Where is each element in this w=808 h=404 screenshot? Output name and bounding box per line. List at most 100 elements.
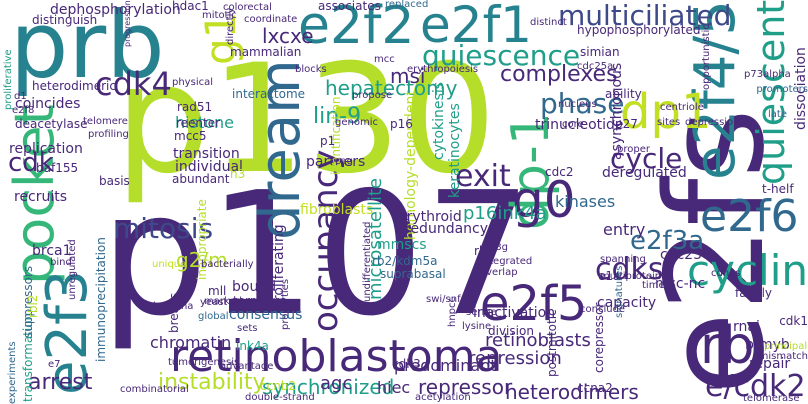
word-e2f8: e2f8 [12, 105, 35, 116]
word-e7: e7 [48, 359, 61, 370]
word-consensus: consensus [229, 307, 303, 323]
word-transition: transition [173, 146, 240, 162]
word-ccnb2: ccnb2 [260, 379, 297, 393]
word-cag: cag [335, 156, 353, 167]
word-conclude: conclude [580, 304, 626, 315]
word-family: family [735, 286, 773, 300]
word-rbf: rbf [474, 244, 491, 258]
word-timely: timely [642, 280, 674, 291]
word-core: core [562, 119, 584, 130]
word-predominant: predominant [394, 356, 497, 375]
word-p73alpha: p73alpha [744, 69, 791, 80]
word-cdc2: cdc2 [545, 165, 574, 179]
word-p27: p27 [615, 117, 638, 131]
word-histone: histone [175, 113, 234, 132]
word-p107: p107 [100, 156, 533, 354]
word-abundant: abundant [172, 172, 230, 186]
word-rbl2: rbl2 [26, 294, 40, 318]
word-p16ink4a: p16ink4a [463, 203, 547, 224]
word-erythropoiesis: erythropoiesis [407, 64, 479, 75]
word-hepatectomy: hepatectomy [325, 76, 458, 100]
word-occupancy: occupancy [306, 149, 346, 332]
word-multiprotein: multiprotein [600, 271, 662, 282]
word-cdk3: cdk3 [392, 357, 421, 371]
word-p1: p1 [320, 134, 336, 148]
word-p130: p130 [115, 33, 497, 207]
word-mitotic: mitotic [202, 10, 237, 21]
word-late: late [768, 109, 787, 120]
word-p16: p16 [390, 117, 413, 131]
word-g2-m: g2/m [176, 248, 228, 272]
word-deregulated: deregulated [602, 165, 687, 181]
word-terminus: terminus [233, 294, 287, 308]
word-blocks: blocks [295, 64, 327, 75]
word-repair: repair [749, 356, 791, 372]
word-mmscs: mmscs [377, 237, 427, 253]
word-unique: unique [152, 259, 187, 270]
word-marked: marked [204, 296, 242, 307]
word-trinucleotide: trinucleotide [535, 117, 624, 133]
word-prb: prb [10, 0, 165, 99]
word-properties: properties [280, 278, 291, 330]
word-coordinate: coordinate [244, 14, 298, 25]
word-cdks: cdks [595, 252, 664, 287]
word-immunoprecipitation: immunoprecipitation [94, 237, 108, 362]
word-kinases: kinases [555, 192, 616, 211]
word-recruits: recruits [14, 189, 68, 205]
word-heterodimeric: heterodimeric [32, 79, 116, 93]
word-rad51: rad51 [177, 100, 213, 114]
word-mismatch: mismatch [758, 351, 808, 362]
word-basis: basis [99, 174, 130, 188]
word-spanning: spanning [600, 254, 646, 265]
word-d1: d1 [14, 91, 27, 102]
word-telomere: telomere [83, 116, 128, 127]
word-cdc25c: cdc25c [660, 247, 710, 263]
word-mcc: mcc [374, 54, 395, 65]
word-physical: physical [172, 77, 213, 88]
word-retinoblasts: retinoblasts [485, 330, 591, 351]
word-t98g: t98g [485, 242, 508, 253]
word-e2f2: e2f2 [298, 0, 415, 56]
word-h3: h3 [230, 167, 246, 181]
word-integrated: integrated [480, 256, 533, 267]
word-colorectal: colorectal [223, 2, 272, 13]
word-lxcxe: lxcxe [262, 24, 314, 48]
word-ink4a: ink4a [236, 339, 269, 353]
word-dephosphorylation: dephosphorylation [50, 2, 181, 18]
word-overlap: overlap [480, 267, 518, 278]
word-advantage: advantage [220, 361, 274, 372]
word-associates: associates [318, 0, 381, 13]
word-distinct: distinct [530, 17, 567, 28]
word-phase: phase [540, 87, 625, 120]
word-serine: serine [466, 307, 497, 318]
word-double-strand: double-strand [245, 392, 315, 403]
word-instability: instability [158, 370, 266, 395]
word-experiments: experiments [7, 341, 18, 404]
word-interactome: interactome [232, 87, 306, 101]
word-repression: repression [468, 348, 562, 369]
word-erythroid: erythroid [398, 209, 462, 225]
word-ccna2: ccna2 [577, 381, 613, 395]
word-rnai: rnai [733, 319, 760, 335]
word-heterodimers: heterodimers [505, 380, 639, 404]
word-replication: replication [9, 141, 83, 157]
word-cdc25a: cdc25a [577, 61, 614, 72]
word-cyclin: cyclin [687, 246, 808, 295]
word-cycle: cycle [610, 142, 683, 175]
word-deacetylase: deacetylase [15, 117, 88, 131]
word-msi: msi [390, 64, 426, 88]
word-hnpcc: hnpcc [447, 296, 458, 327]
word-telomerase: telomerase [743, 393, 800, 404]
word-acetylation: acetylation [415, 392, 471, 403]
word-suprabasal: suprabasal [380, 267, 446, 281]
word-sites: sites [657, 117, 681, 128]
word-individual: individual [175, 159, 243, 175]
word-mitosis: mitosis [113, 212, 214, 245]
word-proper: proper [617, 144, 650, 155]
word-nucleus: nucleus [558, 99, 597, 110]
word-distinguish: distinguish [32, 13, 98, 27]
word-simian: simian [580, 45, 620, 59]
word-quiescence: quiescence [422, 39, 581, 72]
word-brca1: brca1 [32, 243, 72, 259]
